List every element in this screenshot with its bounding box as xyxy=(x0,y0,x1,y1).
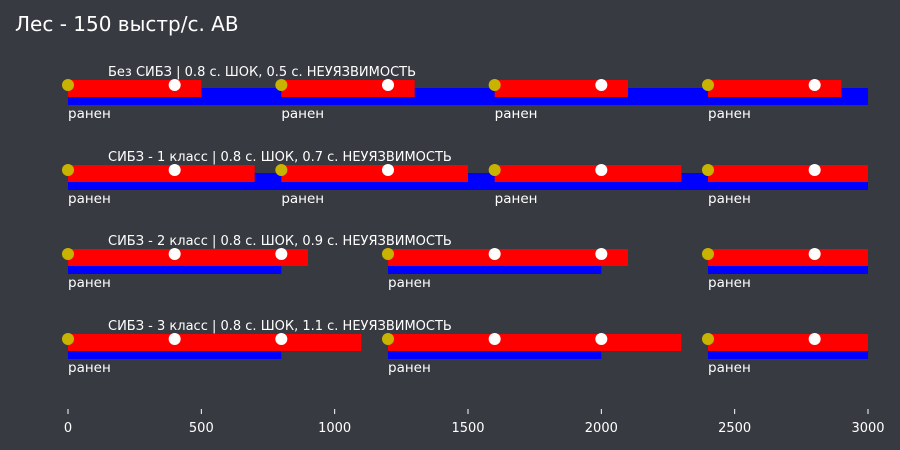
x-tick-label: 1500 xyxy=(451,421,484,436)
shot-marker xyxy=(168,164,181,176)
shock-bar xyxy=(68,249,308,266)
x-tick-label: 0 xyxy=(64,421,72,436)
row-label: СИБЗ - 1 класс | 0.8 с. ШОК, 0.7 с. НЕУЯ… xyxy=(108,150,452,165)
hit-marker xyxy=(702,164,714,176)
shot-marker xyxy=(275,248,288,260)
hit-label: ранен xyxy=(708,191,751,207)
invulnerability-bar xyxy=(68,88,868,105)
hit-label: ранен xyxy=(388,275,431,291)
timeline-row: СИБЗ - 1 класс | 0.8 с. ШОК, 0.7 с. НЕУЯ… xyxy=(62,150,868,207)
shot-marker xyxy=(382,164,394,176)
shock-bar xyxy=(68,165,255,182)
shot-marker xyxy=(382,79,394,91)
hit-marker xyxy=(382,248,394,260)
shot-marker xyxy=(595,333,608,345)
hit-marker xyxy=(62,248,74,260)
shock-bar xyxy=(494,80,628,97)
chart-title: Лес - 150 выстр/с. АВ xyxy=(15,12,239,36)
shock-bar xyxy=(388,249,628,266)
hit-label: ранен xyxy=(68,275,111,291)
hit-label: ранен xyxy=(281,106,324,122)
rows-layer: Без СИБЗ | 0.8 с. ШОК, 0.5 с. НЕУЯЗВИМОС… xyxy=(62,65,868,376)
shock-bar xyxy=(388,334,682,351)
shot-marker xyxy=(168,248,181,260)
shot-marker xyxy=(168,79,181,91)
shock-bar xyxy=(708,249,868,266)
hit-label: ранен xyxy=(68,191,111,207)
timeline-row: СИБЗ - 3 класс | 0.8 с. ШОК, 1.1 с. НЕУЯ… xyxy=(62,319,868,376)
hit-marker xyxy=(382,333,394,345)
x-tick-label: 3000 xyxy=(851,421,884,436)
hit-marker xyxy=(488,79,501,91)
hit-label: ранен xyxy=(68,360,111,376)
shot-marker xyxy=(808,79,821,91)
shock-bar xyxy=(708,80,842,97)
x-tick-label: 2500 xyxy=(718,421,751,436)
x-axis: 0 500 1000 1500 2000 2500 3000 xyxy=(64,409,885,436)
row-label: СИБЗ - 3 класс | 0.8 с. ШОК, 1.1 с. НЕУЯ… xyxy=(108,319,452,334)
shock-bar xyxy=(68,80,202,97)
shock-bar xyxy=(68,334,362,351)
row-label: СИБЗ - 2 класс | 0.8 с. ШОК, 0.9 с. НЕУЯ… xyxy=(108,234,452,249)
shot-marker xyxy=(595,79,608,91)
shot-marker xyxy=(168,333,181,345)
x-tick-label: 2000 xyxy=(585,421,618,436)
hit-marker xyxy=(275,164,288,176)
x-tick-label: 500 xyxy=(189,421,214,436)
timeline-row: СИБЗ - 2 класс | 0.8 с. ШОК, 0.9 с. НЕУЯ… xyxy=(62,234,868,291)
shot-marker xyxy=(808,164,821,176)
hit-marker xyxy=(62,333,74,345)
hit-label: ранен xyxy=(708,106,751,122)
hit-label: ранен xyxy=(495,106,538,122)
shot-marker xyxy=(595,248,608,260)
shock-bar xyxy=(494,165,682,182)
shot-marker xyxy=(808,333,821,345)
hit-label: ранен xyxy=(388,360,431,376)
hit-marker xyxy=(702,248,714,260)
shock-bar xyxy=(708,165,868,182)
x-tick-label: 1000 xyxy=(318,421,351,436)
hit-label: ранен xyxy=(708,360,751,376)
timeline-row: Без СИБЗ | 0.8 с. ШОК, 0.5 с. НЕУЯЗВИМОС… xyxy=(62,65,868,122)
hit-label: ранен xyxy=(495,191,538,207)
hit-marker xyxy=(62,79,74,91)
shot-marker xyxy=(808,248,821,260)
hit-marker xyxy=(702,79,714,91)
hit-marker xyxy=(62,164,74,176)
shock-bar xyxy=(708,334,868,351)
shock-bar xyxy=(281,80,415,97)
shock-bar xyxy=(281,165,468,182)
hit-label: ранен xyxy=(708,275,751,291)
hit-label: ранен xyxy=(68,106,111,122)
shot-marker xyxy=(275,333,288,345)
hit-marker xyxy=(275,79,288,91)
hit-marker xyxy=(702,333,714,345)
shot-marker xyxy=(488,248,501,260)
row-label: Без СИБЗ | 0.8 с. ШОК, 0.5 с. НЕУЯЗВИМОС… xyxy=(108,65,416,80)
hit-marker xyxy=(488,164,501,176)
shot-marker xyxy=(595,164,608,176)
hit-label: ранен xyxy=(281,191,324,207)
shot-marker xyxy=(488,333,501,345)
